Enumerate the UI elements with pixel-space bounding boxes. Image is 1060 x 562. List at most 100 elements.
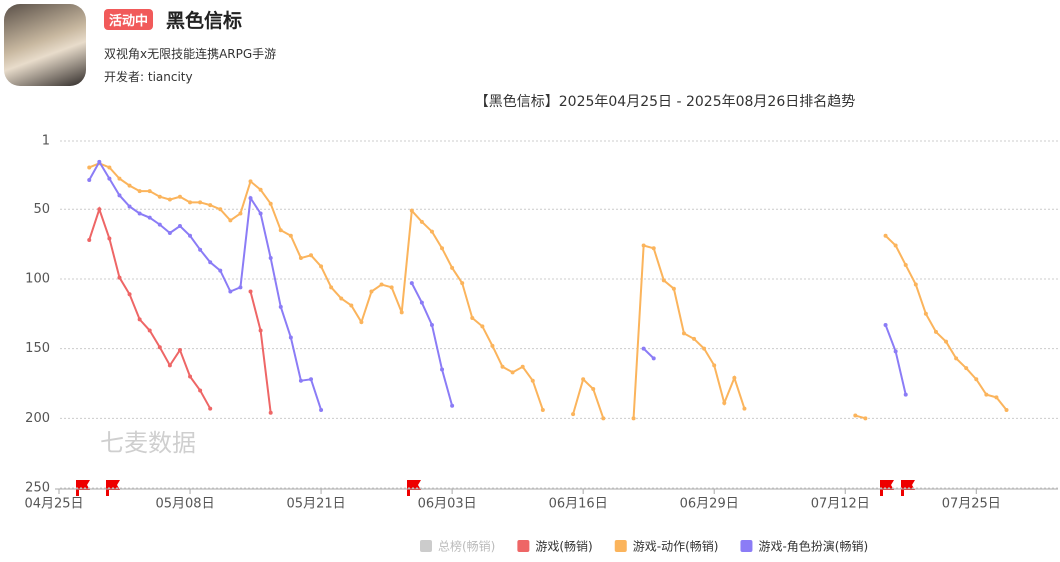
data-point bbox=[500, 364, 505, 369]
data-point bbox=[248, 289, 253, 294]
data-point bbox=[228, 218, 233, 223]
legend-label: 游戏-角色扮演(畅销) bbox=[758, 539, 868, 554]
data-point bbox=[863, 416, 868, 421]
data-point bbox=[208, 260, 213, 265]
data-point bbox=[288, 335, 293, 340]
data-point bbox=[258, 187, 263, 192]
data-point bbox=[429, 322, 434, 327]
data-point bbox=[208, 203, 213, 208]
data-point bbox=[97, 207, 102, 212]
data-point bbox=[923, 311, 928, 316]
data-point bbox=[399, 310, 404, 315]
legend-swatch bbox=[740, 540, 753, 552]
data-point bbox=[167, 197, 172, 202]
series-line bbox=[88, 159, 907, 411]
data-point bbox=[147, 328, 152, 333]
data-point bbox=[309, 377, 313, 382]
app-title: 黑色信标 bbox=[166, 10, 243, 32]
data-point bbox=[591, 387, 596, 392]
data-point bbox=[883, 233, 888, 238]
data-point bbox=[319, 407, 324, 412]
data-point bbox=[510, 370, 515, 375]
data-point bbox=[188, 200, 193, 205]
x-tick-label: 05月08日 bbox=[155, 497, 214, 512]
data-point bbox=[530, 378, 535, 383]
data-point bbox=[288, 233, 293, 238]
data-point bbox=[188, 374, 193, 379]
data-point bbox=[681, 331, 686, 336]
data-point bbox=[228, 289, 233, 294]
legend-swatch bbox=[614, 540, 627, 552]
x-tick-label: 07月25日 bbox=[942, 497, 1001, 512]
data-point bbox=[258, 211, 263, 216]
data-point bbox=[218, 268, 223, 273]
data-point bbox=[641, 243, 646, 248]
app-subtitle: 双视角x无限技能连携ARPG手游 bbox=[104, 47, 277, 61]
x-tick-label: 04月25日 bbox=[24, 497, 83, 512]
data-point bbox=[329, 285, 334, 290]
data-point bbox=[167, 230, 172, 235]
app-icon bbox=[4, 4, 86, 86]
data-point bbox=[419, 300, 424, 305]
data-point bbox=[117, 275, 122, 280]
legend-swatch bbox=[517, 540, 530, 552]
data-point bbox=[742, 406, 747, 411]
data-point bbox=[419, 219, 424, 224]
data-point bbox=[429, 229, 434, 234]
data-point bbox=[913, 282, 918, 287]
data-point bbox=[349, 303, 354, 308]
data-point bbox=[641, 346, 646, 351]
data-point bbox=[571, 412, 576, 417]
data-point bbox=[671, 286, 676, 291]
data-point bbox=[278, 304, 283, 309]
data-point bbox=[268, 256, 273, 261]
data-point bbox=[177, 194, 182, 199]
data-point bbox=[480, 324, 485, 329]
legend-item[interactable]: 游戏(畅销) bbox=[517, 540, 593, 554]
y-tick-label: 200 bbox=[25, 411, 50, 426]
x-tick-label: 06月29日 bbox=[680, 497, 739, 512]
data-point bbox=[97, 159, 102, 164]
data-point bbox=[208, 406, 213, 411]
data-point bbox=[177, 224, 182, 229]
data-point bbox=[712, 363, 717, 368]
data-point bbox=[87, 165, 92, 170]
data-point bbox=[490, 343, 495, 348]
data-point bbox=[268, 410, 273, 415]
chart-title: 【黑色信标】2025年04月25日 - 2025年08月26日排名趋势 bbox=[475, 93, 855, 110]
data-point bbox=[137, 317, 142, 322]
x-tick-label: 07月12日 bbox=[811, 497, 870, 512]
data-point bbox=[944, 339, 949, 344]
data-point bbox=[651, 246, 656, 251]
data-point bbox=[974, 377, 979, 382]
data-point bbox=[298, 256, 303, 261]
data-point bbox=[268, 201, 273, 206]
data-point bbox=[409, 281, 414, 286]
series-line bbox=[88, 206, 272, 413]
legend-item[interactable]: 游戏-动作(畅销) bbox=[614, 540, 719, 554]
data-point bbox=[339, 296, 344, 301]
data-point bbox=[238, 211, 243, 216]
data-point bbox=[903, 392, 908, 397]
data-point bbox=[198, 200, 203, 205]
legend-item[interactable]: 总榜(畅销) bbox=[420, 539, 495, 554]
data-point bbox=[409, 208, 414, 213]
series-line bbox=[88, 162, 1008, 420]
y-tick-label: 50 bbox=[33, 202, 50, 217]
data-point bbox=[248, 179, 253, 184]
data-point bbox=[258, 328, 263, 333]
data-point bbox=[893, 243, 898, 248]
legend-item[interactable]: 游戏-角色扮演(畅销) bbox=[740, 539, 868, 554]
data-point bbox=[137, 189, 142, 194]
data-point bbox=[389, 285, 394, 290]
data-point bbox=[702, 346, 707, 351]
data-point bbox=[440, 246, 445, 251]
developer: 开发者: tiancity bbox=[104, 70, 193, 84]
data-point bbox=[379, 282, 384, 287]
data-point bbox=[198, 247, 203, 252]
x-tick-label: 06月16日 bbox=[549, 497, 608, 512]
data-point bbox=[87, 237, 92, 242]
data-point bbox=[177, 348, 182, 353]
y-tick-label: 250 bbox=[25, 481, 50, 496]
